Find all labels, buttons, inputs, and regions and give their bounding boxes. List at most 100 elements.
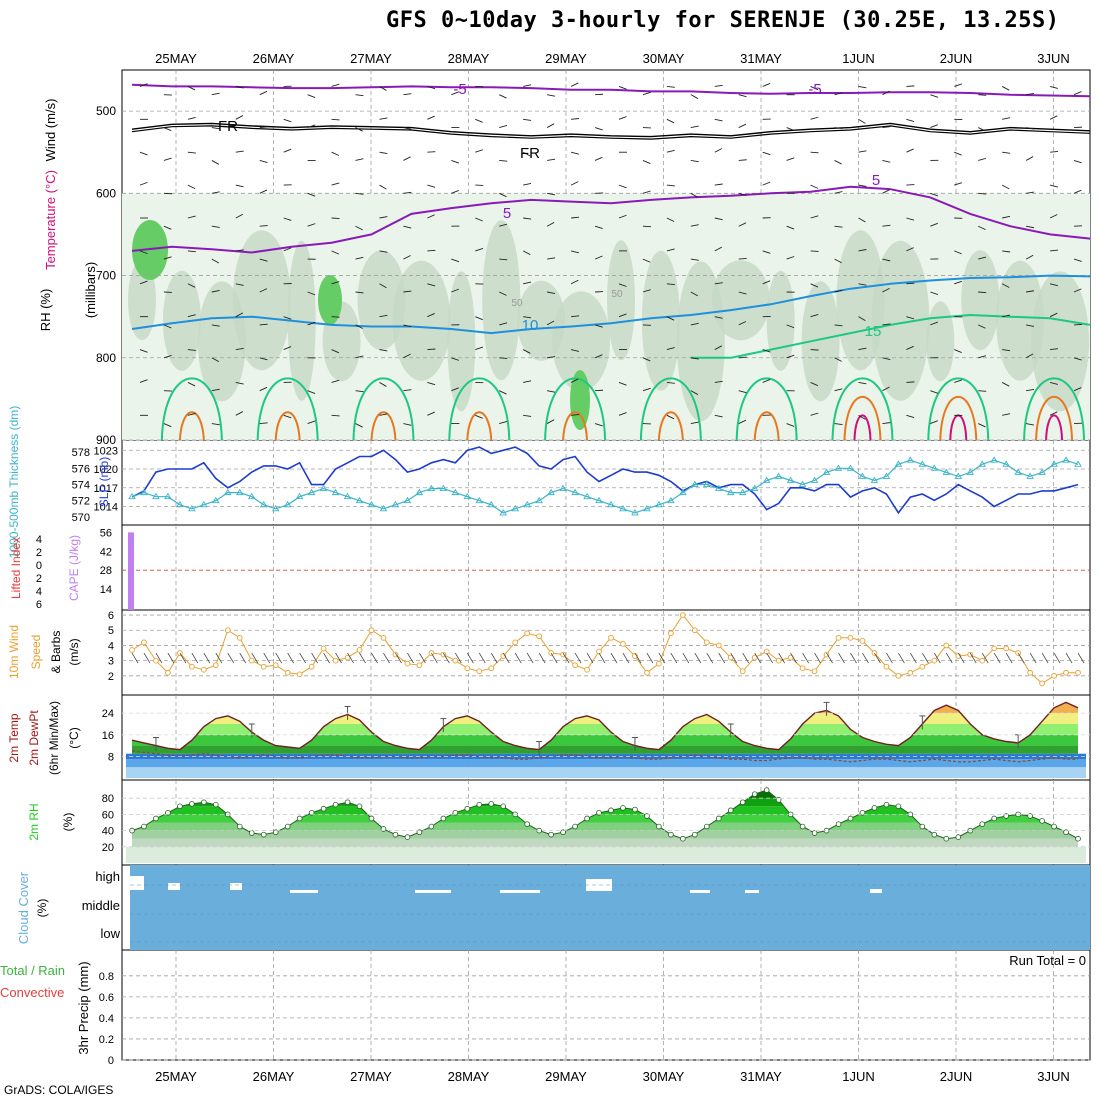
wind-barb [427,214,435,219]
wind-speed-marker [536,633,543,640]
wind-barb [882,287,890,293]
wind-barb [666,149,675,153]
date-tick-bottom: 1JUN [842,1069,875,1084]
rh-marker [560,829,566,836]
wind-barb [187,184,196,190]
thickness-marker [475,496,484,504]
thickness-marker [307,488,316,496]
wind-barb-10m [239,652,247,664]
rh-shade-cell [1031,271,1090,412]
isotherm-15-bump [448,377,511,441]
wind-speed-marker [1003,645,1010,652]
wind-barb [834,357,842,362]
temp-tick: 24 [102,708,114,720]
thickness-marker [966,468,975,475]
rh-shade-cell [552,291,611,392]
wind-barb [714,380,723,383]
isotherm-15-bump [1023,377,1086,441]
thickness-marker [295,492,304,500]
rh-marker [500,803,507,810]
wind-barb [906,247,914,252]
precip-tick: 0.4 [99,1013,114,1025]
wind-barb [379,86,387,91]
wind-barb [499,94,507,99]
wind-speed-marker [548,650,554,656]
wind-barb-10m [359,652,366,664]
wind-barb [642,258,651,263]
rh-shade-cell [607,240,635,361]
wind-barb [714,414,723,418]
contour-label: 50 [611,289,623,300]
wind-barb [139,181,148,186]
wind-barb [618,214,627,219]
wind-barb [403,127,412,130]
wind-speed-marker [189,663,195,670]
wind-speed-marker [177,650,183,656]
wind-barb [211,225,220,228]
cape-bar [128,532,134,610]
wind-barb-10m [275,652,283,664]
thickness-marker [367,500,376,508]
rh-marker [284,823,291,830]
rh-marker [452,809,459,816]
isotherm-5 [131,185,1091,254]
wind-barb [187,382,196,387]
wind-barb [163,225,172,230]
cloud-tick: high [95,869,120,884]
wind-barb [547,257,556,260]
thickness-marker [607,500,615,508]
slp-tick: 1023 [94,445,118,457]
wind-barb [858,414,866,420]
thickness-marker [882,472,891,479]
wind-barb [163,127,172,132]
wind-barb [379,349,388,352]
wind-barb [139,349,148,353]
wind-speed-marker [1075,669,1081,676]
wind-barb [786,256,795,260]
wind-barb [379,413,388,416]
precip-tick: 0 [108,1055,114,1067]
wind-barb [618,283,627,287]
temp-label-2: 2m DewPt [27,710,41,766]
isotherm-20-bump [843,396,882,441]
wind-barb [1049,214,1058,219]
wind-barb-10m [514,652,522,664]
wind-barb [738,257,747,260]
wind-barb [882,224,891,227]
wind-barb [714,118,723,122]
wind-speed-marker [404,660,411,667]
wind-barb [379,382,387,387]
wind-speed-marker [224,627,231,634]
wind-barb-10m [622,652,630,664]
wind-speed-marker [620,641,626,647]
wind-barb [690,322,699,326]
isotherm-10 [131,274,1091,335]
wind-barb-10m [778,652,785,664]
wind-barb [954,250,962,255]
wind-barb [1049,411,1058,416]
thickness-marker [631,509,639,516]
temp-tick: 8 [108,751,114,763]
rh-marker [320,805,327,812]
wind-barb [954,349,962,353]
rh-marker [727,807,734,814]
contour-label: 15 [865,323,882,340]
wind-barb-10m [478,652,486,664]
thickness-marker [954,472,963,479]
rh-marker [883,801,890,808]
wind-barb [666,316,675,321]
wind-barb [1026,388,1035,392]
contour-label: 50 [511,298,523,309]
rh-marker [368,815,375,822]
wind10-label-4: (m/s) [67,638,81,665]
wind-barb-10m [886,652,893,664]
wind-barb [1049,382,1058,385]
wind-barb [499,421,508,424]
wind-barb [1002,117,1011,120]
wind-barb [451,258,460,263]
wind-barb [978,157,987,161]
wind-barb [594,255,603,260]
wind-barb-10m [790,652,797,664]
wind-barb [331,118,340,121]
wind-barb [259,258,268,262]
